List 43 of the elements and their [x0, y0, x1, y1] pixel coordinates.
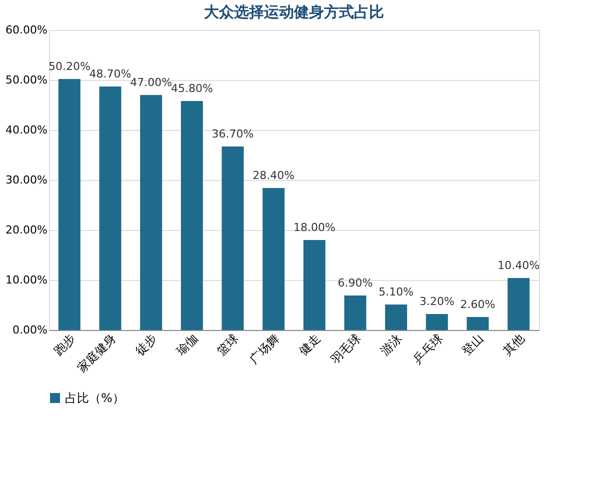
data-label: 18.00%: [293, 221, 336, 234]
x-tick-label: 健走: [296, 331, 323, 358]
chart-title: 大众选择运动健身方式占比: [204, 3, 384, 21]
bar: [385, 304, 408, 330]
legend-label: 占比（%）: [65, 391, 124, 405]
bar: [222, 146, 244, 330]
x-tick-label: 徒步: [132, 331, 160, 358]
y-tick-label: 30.00%: [6, 174, 48, 186]
data-label: 50.20%: [48, 60, 90, 73]
data-label: 45.80%: [170, 82, 213, 95]
data-label: 47.00%: [130, 76, 172, 89]
x-tick-label: 乒乓球: [410, 331, 446, 366]
x-tick-label: 游泳: [378, 331, 405, 358]
bar: [140, 95, 162, 330]
data-label: 3.20%: [419, 295, 454, 308]
x-tick-label: 广场舞: [246, 331, 282, 366]
bar: [344, 296, 366, 330]
bar: [466, 317, 489, 330]
data-label: 48.70%: [89, 68, 132, 80]
x-tick-label: 登山: [459, 331, 486, 358]
x-tick-label: 其他: [500, 331, 528, 358]
bar: [426, 314, 448, 330]
data-label: 36.70%: [212, 128, 254, 140]
bar: [262, 188, 285, 330]
y-tick-label: 40.00%: [6, 124, 48, 136]
bar: [180, 101, 203, 330]
bar: [508, 278, 530, 330]
y-tick-label: 10.00%: [6, 274, 48, 286]
y-tick-label: 20.00%: [6, 224, 48, 236]
y-tick-label: 60.00%: [6, 24, 48, 36]
data-label: 2.60%: [460, 298, 496, 311]
x-tick-label: 羽毛球: [328, 331, 364, 368]
bar: [303, 240, 326, 330]
bar: [99, 86, 122, 330]
x-tick-label: 篮球: [214, 331, 242, 358]
y-tick-label: 50.00%: [6, 74, 48, 86]
y-tick-label: 0.00%: [12, 324, 48, 336]
data-label: 5.10%: [378, 286, 414, 298]
bar: [58, 79, 80, 330]
data-label: 10.40%: [498, 259, 540, 272]
x-tick-label: 瑜伽: [174, 331, 200, 358]
data-label: 6.90%: [338, 276, 373, 290]
data-label: 28.40%: [252, 169, 295, 182]
